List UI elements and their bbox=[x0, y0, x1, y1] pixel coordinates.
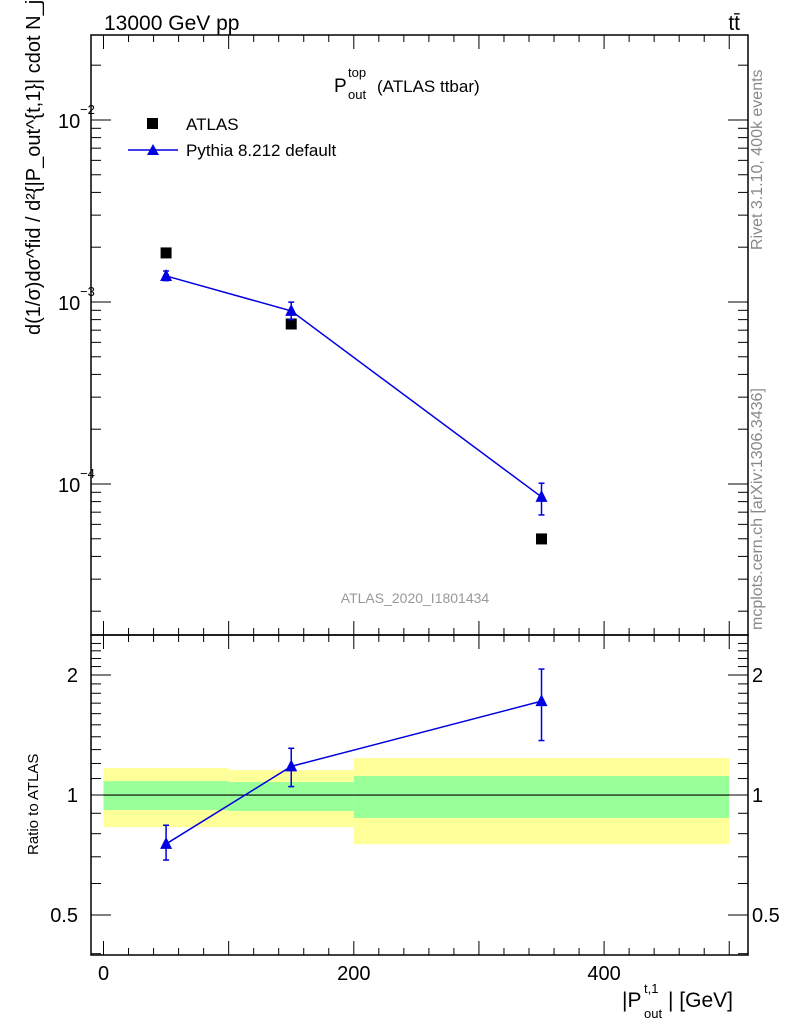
ratio-y-axis-label: Ratio to ATLAS bbox=[25, 754, 42, 855]
main-y-tick-label: 10 bbox=[58, 111, 80, 133]
title-sup: top bbox=[348, 65, 366, 80]
pythia-line bbox=[165, 275, 542, 498]
legend-atlas-label: ATLAS bbox=[186, 115, 239, 134]
xlabel-main: |P bbox=[622, 989, 641, 1012]
main-y-tick-label: 10 bbox=[58, 475, 80, 497]
legend-atlas-marker bbox=[147, 118, 158, 129]
energy-label: 13000 GeV pp bbox=[104, 12, 239, 35]
ratio-point bbox=[285, 759, 298, 772]
xlabel-sub: out bbox=[644, 1006, 662, 1021]
title-main: P bbox=[334, 76, 347, 97]
ratio-y-tick-label-right: 0.5 bbox=[752, 905, 780, 927]
process-label: tt̄ bbox=[728, 12, 740, 35]
pythia-point bbox=[285, 303, 298, 316]
plot-title: P top out (ATLAS ttbar) bbox=[334, 65, 480, 102]
mcplots-label: mcplots.cern.ch [arXiv:1306.3436] bbox=[749, 388, 766, 630]
x-tick-label: 400 bbox=[587, 963, 620, 985]
ratio-y-tick-label: 2 bbox=[67, 665, 78, 687]
rivet-label: Rivet 3.1.10, 400k events bbox=[749, 69, 766, 250]
ratio-point bbox=[160, 836, 173, 849]
ratio-y-tick-label-right: 2 bbox=[752, 665, 763, 687]
main-y-tick-label: 10 bbox=[58, 293, 80, 315]
ratio-y-tick-label-right: 1 bbox=[752, 785, 763, 807]
title-sub: out bbox=[348, 87, 366, 102]
title-rest: (ATLAS ttbar) bbox=[377, 77, 480, 96]
atlas-point bbox=[536, 533, 548, 545]
legend-pythia-marker bbox=[147, 144, 159, 155]
main-y-axis-label: d(1/σ)dσ^fid / d²{|P_out^{t,1}| cdot N_j… bbox=[23, 0, 45, 335]
atlas-point bbox=[285, 318, 297, 330]
x-tick-label: 200 bbox=[337, 963, 370, 985]
atlas-point bbox=[160, 247, 172, 259]
xlabel-sup: t,1 bbox=[644, 981, 658, 996]
x-tick-label: 0 bbox=[98, 963, 109, 985]
pythia-point bbox=[160, 268, 173, 281]
main-y-tick-exponent: −3 bbox=[80, 284, 95, 299]
ratio-point bbox=[535, 694, 548, 707]
analysis-watermark: ATLAS_2020_I1801434 bbox=[341, 590, 490, 606]
ratio-y-tick-label: 1 bbox=[67, 785, 78, 807]
pythia-point bbox=[535, 489, 548, 502]
x-axis-label: |P t,1 out | [GeV] bbox=[622, 981, 733, 1021]
ratio-band-inner-2 bbox=[353, 776, 730, 818]
ratio-y-tick-label: 0.5 bbox=[50, 905, 78, 927]
xlabel-rest: | [GeV] bbox=[668, 989, 733, 1012]
legend: ATLAS Pythia 8.212 default bbox=[128, 115, 337, 160]
legend-pythia-label: Pythia 8.212 default bbox=[186, 141, 337, 160]
main-y-tick-exponent: −4 bbox=[80, 466, 95, 481]
main-y-tick-exponent: −2 bbox=[80, 102, 95, 117]
